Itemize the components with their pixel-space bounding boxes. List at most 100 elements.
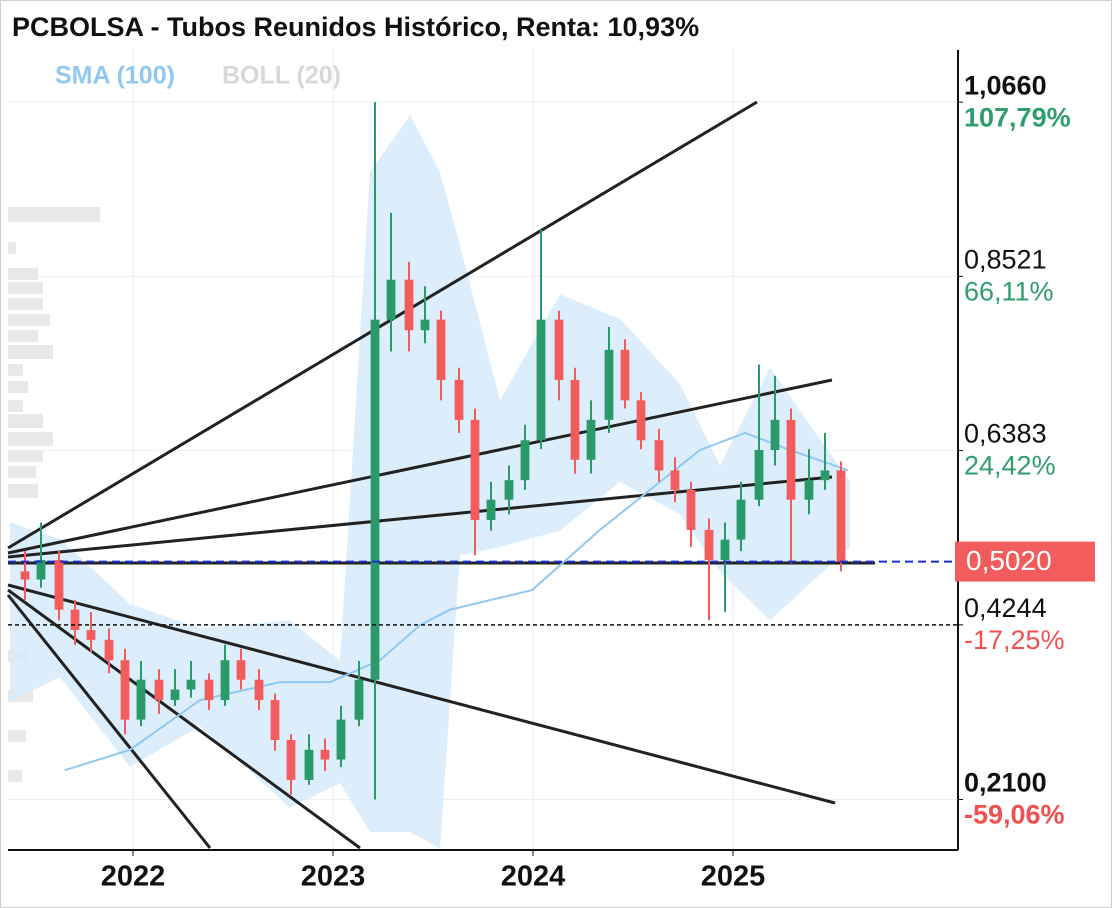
profile-bar: [8, 364, 23, 376]
candle-body: [720, 539, 730, 560]
candle-body: [554, 319, 564, 380]
profile-bar: [8, 242, 16, 254]
profile-bar: [8, 730, 26, 742]
y-tick-change: -59,06%: [964, 800, 1065, 830]
trend-line: [7, 378, 833, 555]
candle-body: [436, 319, 446, 380]
foreground-layer: [20, 102, 849, 800]
candle-body: [836, 470, 846, 562]
candle-body: [320, 749, 330, 760]
y-tick-label: 0,8521: [964, 245, 1047, 275]
y-tick-change: -17,25%: [964, 625, 1065, 655]
candle-body: [36, 559, 46, 580]
x-tick-label: 2025: [701, 861, 766, 893]
trend-lines: [6, 100, 875, 850]
profile-bar: [8, 381, 28, 393]
profile-bar: [8, 432, 53, 446]
profile-bar: [8, 207, 100, 222]
candle-body: [786, 419, 796, 500]
last-price-label: 0,5020: [966, 545, 1052, 576]
y-tick-label: 0,4244: [964, 593, 1047, 623]
candle-body: [470, 419, 480, 521]
candle-body: [254, 679, 264, 701]
profile-bar: [8, 484, 38, 498]
legend-sma: SMA (100): [55, 62, 175, 90]
candle-body: [570, 379, 580, 460]
candle-body: [20, 571, 30, 580]
candle-body: [154, 679, 164, 701]
profile-bar: [8, 345, 53, 359]
trend-line: [6, 594, 212, 849]
trend-line: [7, 583, 836, 805]
candle-body: [136, 679, 146, 720]
candle-body: [370, 319, 380, 680]
profile-bar: [8, 282, 43, 294]
candle-body: [454, 379, 464, 420]
profile-bar: [8, 450, 43, 462]
y-tick-label: 0,6383: [964, 419, 1047, 449]
x-tick-label: 2023: [301, 861, 366, 893]
x-tick-label: 2024: [501, 861, 566, 893]
profile-bar: [8, 414, 43, 428]
candle-body: [704, 529, 714, 560]
x-tick-label: 2022: [101, 861, 166, 893]
candle-body: [486, 499, 496, 521]
profile-bar: [8, 298, 43, 310]
candle-body: [86, 630, 96, 640]
volume-profile: [8, 207, 100, 782]
background-layer: [8, 50, 958, 850]
candle-body: [186, 679, 196, 690]
candle-body: [236, 660, 246, 680]
candle-body: [404, 279, 414, 331]
candle-body: [620, 349, 630, 401]
profile-bar: [8, 770, 22, 782]
candle-body: [586, 419, 596, 460]
profile-bar: [8, 314, 50, 326]
candle-body: [354, 679, 364, 720]
candle-body: [120, 660, 130, 720]
last-price-box: [955, 541, 1095, 582]
y-tick-change: 66,11%: [964, 277, 1054, 307]
candle-body: [636, 400, 646, 441]
candle-body: [420, 319, 430, 331]
candle-body: [520, 440, 530, 481]
candle-body: [270, 700, 280, 741]
candle-body: [654, 440, 664, 471]
candle-body: [386, 279, 396, 320]
candle-body: [104, 639, 114, 661]
profile-bar: [8, 268, 38, 280]
candle-body: [536, 319, 546, 441]
candle-body: [804, 480, 814, 500]
trend-line: [7, 100, 758, 550]
profile-bar: [8, 400, 23, 412]
y-tick-change: 24,42%: [964, 451, 1056, 481]
title-band: [8, 6, 958, 50]
profile-bar: [8, 466, 36, 478]
chart-title: PCBOLSA - Tubos Reunidos Histórico, Rent…: [12, 12, 699, 42]
candle-body: [670, 470, 680, 490]
candle-body: [170, 689, 180, 701]
candle-body: [604, 349, 614, 420]
trend-line: [7, 588, 361, 850]
bollinger-band: [10, 115, 850, 849]
profile-bar: [8, 330, 38, 342]
candle-body: [204, 679, 214, 701]
y-tick-label: 1,0660: [964, 70, 1047, 100]
legend-boll: BOLL (20): [222, 62, 341, 90]
candle-body: [336, 719, 346, 760]
candle-body: [736, 499, 746, 540]
y-tick-label: 0,2100: [964, 768, 1047, 798]
candle-body: [754, 450, 764, 500]
candle-body: [770, 419, 780, 450]
candle-body: [686, 489, 696, 530]
candle-body: [820, 470, 830, 481]
candle-body: [54, 559, 64, 610]
candle-body: [286, 740, 296, 780]
candle-body: [504, 480, 514, 500]
candle-body: [220, 660, 230, 701]
y-tick-change: 107,79%: [964, 102, 1071, 132]
candle-body: [304, 749, 314, 780]
candle-body: [70, 609, 80, 631]
